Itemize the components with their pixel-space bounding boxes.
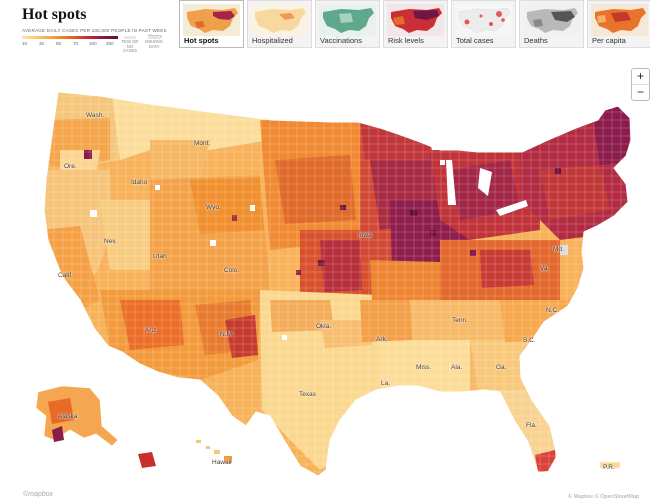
map-type-tabs: Hot spots Hospitalized Vaccinations (179, 0, 650, 50)
tab-deaths[interactable]: Deaths (519, 0, 584, 48)
mapbox-logo[interactable]: ©mapbox (23, 491, 54, 498)
hospitalized-thumbnail-icon (251, 4, 308, 36)
hot-spots-thumbnail-icon (183, 4, 240, 36)
vaccinations-thumbnail-icon (319, 4, 376, 36)
state-label: Va. (540, 265, 550, 272)
state-label: Okla. (316, 323, 332, 330)
hawaii-islands (196, 440, 232, 463)
legend-missing-swatch (148, 36, 160, 39)
legend-caption: AVERAGE DAILY CASES PER 100,000 PEOPLE I… (22, 28, 167, 33)
state-label: Calif. (58, 272, 73, 279)
state-label: Ga. (496, 364, 507, 371)
legend-few-swatch (124, 36, 136, 39)
zoom-out-button[interactable]: − (632, 84, 649, 100)
alaska-hotspot (48, 398, 74, 424)
legend-tick: 10 (22, 41, 28, 46)
tab-per-capita[interactable]: Per capita (587, 0, 650, 48)
tab-label: Vaccinations (320, 36, 362, 45)
tab-hot-spots[interactable]: Hot spots (179, 0, 244, 48)
state-label: Md. (553, 246, 564, 253)
state-label: La. (381, 380, 391, 387)
state-label: Iowa (358, 232, 372, 239)
state-label: Mont. (194, 140, 211, 147)
state-label: Wash. (86, 112, 105, 119)
state-label: Idaho (131, 179, 148, 186)
legend-tick: 70 (73, 41, 79, 46)
conus-choropleth (44, 92, 631, 476)
state-label: Colo. (224, 267, 240, 274)
lake-huron (478, 168, 492, 196)
legend-few-label: FEW OR NO CASES (121, 39, 139, 54)
lake-michigan (446, 160, 456, 205)
legend-tick: 100 (89, 41, 97, 46)
page-title: Hot spots (22, 6, 87, 23)
conus-outline (43, 91, 632, 477)
tab-total-cases[interactable]: Total cases (451, 0, 516, 48)
deaths-thumbnail-icon (523, 4, 580, 36)
state-label: Hawaii (212, 459, 232, 466)
state-label: Ala. (451, 364, 463, 371)
state-label: Nev. (104, 238, 117, 245)
alaska-hotspot (52, 426, 64, 442)
legend-tick: 30 (39, 41, 45, 46)
tab-risk-levels[interactable]: Risk levels (383, 0, 448, 48)
lake-superior (430, 140, 470, 150)
legend-missing-label: MISSING DATA (145, 39, 163, 49)
risk-levels-thumbnail-icon (387, 4, 444, 36)
tab-label: Deaths (524, 36, 548, 45)
state-label: S.C. (523, 337, 536, 344)
us-hot-spots-map[interactable] (0, 52, 650, 504)
tab-label: Hot spots (184, 36, 219, 45)
legend-tick: 50 (56, 41, 62, 46)
total-cases-thumbnail-icon (455, 4, 512, 36)
zoom-control: + − (631, 68, 650, 101)
puerto-rico-shape (599, 461, 621, 469)
tab-label: Per capita (592, 36, 626, 45)
state-label: Alaska (58, 413, 78, 420)
state-label: Utah (153, 253, 167, 260)
tab-vaccinations[interactable]: Vaccinations (315, 0, 380, 48)
state-label: Fla. (526, 422, 537, 429)
state-label: Ore. (64, 163, 77, 170)
state-label: N.M. (220, 331, 234, 338)
header: Hot spots AVERAGE DAILY CASES PER 100,00… (0, 0, 650, 54)
alaska-panhandle (138, 452, 156, 468)
legend-ticks: 10 30 50 70 100 250 (22, 41, 122, 47)
per-capita-thumbnail-icon (591, 4, 648, 36)
legend-color-scale (22, 36, 118, 39)
tab-label: Hospitalized (252, 36, 293, 45)
state-label: Wyo. (206, 204, 221, 211)
legend-missing-caption: Missing (148, 33, 162, 38)
tab-hospitalized[interactable]: Hospitalized (247, 0, 312, 48)
tab-label: Risk levels (388, 36, 424, 45)
legend-tick: 250 (106, 41, 114, 46)
map-attribution[interactable]: © Mapbox © OpenStreetMap (568, 494, 640, 500)
state-label: Miss. (416, 364, 432, 371)
state-label: N.C. (546, 307, 559, 314)
zoom-in-button[interactable]: + (636, 69, 644, 83)
tab-label: Total cases (456, 36, 494, 45)
state-label: Ark. (376, 336, 388, 343)
state-label: Ariz. (145, 327, 158, 334)
state-label: Texas (299, 391, 316, 398)
state-label: Tenn. (452, 317, 468, 324)
lake-erie (496, 200, 528, 216)
state-label: P.R. (603, 464, 615, 471)
